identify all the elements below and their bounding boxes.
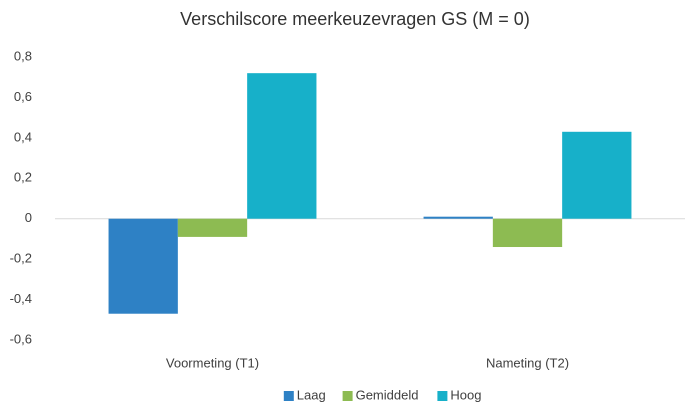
y-tick-label: 0,4: [14, 129, 32, 144]
bar: [492, 218, 563, 248]
y-tick-label: 0,6: [14, 89, 32, 104]
x-tick-label: Nameting (T2): [486, 355, 569, 370]
y-tick-label: 0,2: [14, 170, 32, 185]
bar: [423, 216, 493, 219]
x-tick-label: Voormeting (T1): [166, 355, 259, 370]
bar: [177, 218, 248, 237]
y-tick-label: -0,4: [10, 291, 32, 306]
legend-swatch: [437, 391, 448, 401]
y-tick-label: -0,2: [10, 251, 32, 266]
legend-swatch: [283, 391, 294, 401]
y-tick-label: 0,8: [14, 48, 32, 63]
y-tick-label: -0,6: [10, 331, 32, 346]
legend-label: Hoog: [450, 387, 481, 402]
y-tick-label: 0: [25, 210, 32, 225]
legend-label: Laag: [297, 387, 326, 402]
bar: [247, 73, 317, 219]
bar: [108, 218, 178, 314]
bar: [562, 131, 632, 219]
legend-swatch: [342, 391, 353, 401]
legend-label: Gemiddeld: [356, 387, 419, 402]
chart-title: Verschilscore meerkeuzevragen GS (M = 0): [180, 9, 530, 29]
